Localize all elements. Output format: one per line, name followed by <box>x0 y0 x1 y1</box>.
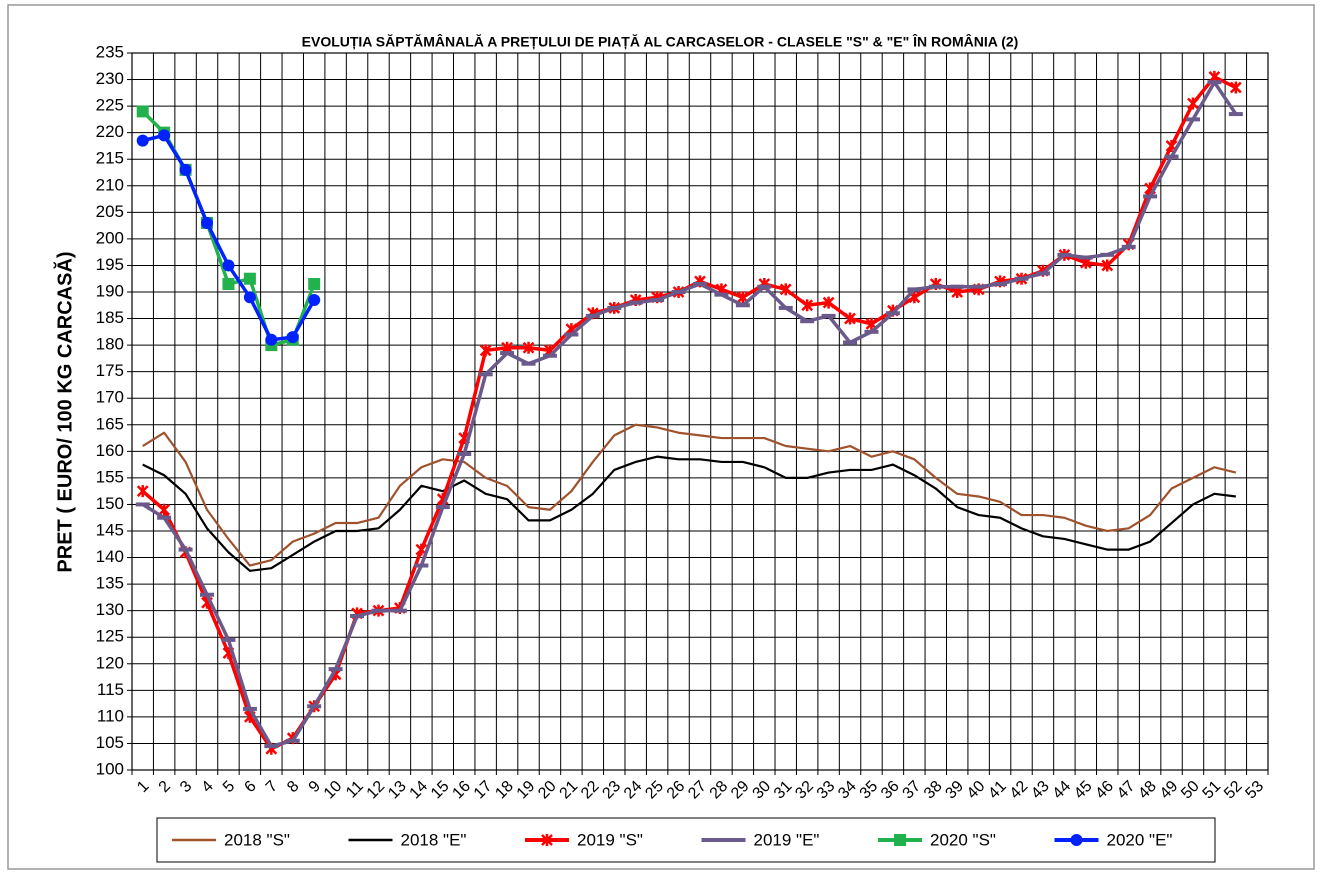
data-point <box>243 272 256 285</box>
legend-box <box>156 817 1216 863</box>
legend-label: 2018 "S" <box>224 830 290 849</box>
data-point <box>222 278 235 291</box>
series-line <box>142 423 1237 567</box>
legend-marker <box>1070 834 1083 846</box>
data-point <box>522 341 535 354</box>
data-point <box>286 331 299 344</box>
y-tick-label: 145 <box>96 520 124 539</box>
series-line <box>141 80 1238 748</box>
data-point <box>1101 259 1114 272</box>
y-tick-label: 205 <box>96 202 124 221</box>
data-point <box>779 283 792 296</box>
y-tick-label: 130 <box>96 600 124 619</box>
y-tick-label: 160 <box>96 441 124 460</box>
y-tick-label: 140 <box>96 547 124 566</box>
legend-marker <box>894 834 906 846</box>
data-point <box>265 333 278 346</box>
data-point <box>308 278 321 291</box>
y-axis-title: PRET ( EURO/ 100 KG CARCASĂ) <box>53 251 76 572</box>
series-line <box>142 455 1236 572</box>
data-point <box>158 129 171 142</box>
y-tick-label: 210 <box>96 175 124 194</box>
y-tick-label: 180 <box>96 335 124 354</box>
y-tick-label: 215 <box>96 149 124 168</box>
data-point <box>136 485 149 498</box>
y-tick-label: 155 <box>96 467 124 486</box>
y-tick-label: 235 <box>96 42 124 61</box>
legend-label: 2018 "E" <box>401 830 467 849</box>
legend-label: 2019 "E" <box>754 830 820 849</box>
legend-marker <box>541 834 553 846</box>
legend-label: 2020 "S" <box>930 830 996 849</box>
data-point <box>801 299 814 312</box>
y-tick-label: 100 <box>96 759 124 778</box>
y-tick-label: 185 <box>96 308 124 327</box>
data-point <box>243 291 256 304</box>
data-point <box>1229 81 1242 94</box>
y-tick-label: 170 <box>96 388 124 407</box>
data-point <box>179 163 192 176</box>
data-point <box>1187 97 1199 110</box>
data-point <box>201 216 214 229</box>
data-point <box>308 293 321 306</box>
y-tick-label: 165 <box>96 414 124 433</box>
y-tick-label: 125 <box>96 627 124 646</box>
data-point <box>844 312 856 325</box>
y-tick-label: 120 <box>96 653 124 672</box>
y-tick-label: 175 <box>96 361 124 380</box>
y-tick-label: 190 <box>96 281 124 300</box>
y-tick-label: 220 <box>96 122 124 141</box>
data-point <box>158 503 171 516</box>
y-tick-label: 115 <box>97 680 124 699</box>
y-tick-label: 225 <box>96 96 124 115</box>
legend-label: 2019 "S" <box>577 830 643 849</box>
y-tick-label: 105 <box>96 733 124 752</box>
y-tick-label: 230 <box>96 69 124 88</box>
data-point <box>822 296 835 309</box>
data-point <box>222 259 235 272</box>
data-point <box>136 105 149 118</box>
chart-title: EVOLUȚIA SĂPTĂMÂNALĂ A PREȚULUI DE PIAȚĂ… <box>302 33 1019 50</box>
data-point <box>479 344 492 357</box>
y-tick-label: 200 <box>96 228 124 247</box>
data-point <box>136 134 149 147</box>
plot-border <box>131 52 1269 771</box>
y-tick-label: 195 <box>96 255 124 274</box>
y-tick-label: 135 <box>96 574 124 593</box>
legend-label: 2020 "E" <box>1107 830 1173 849</box>
y-tick-label: 150 <box>96 494 124 513</box>
y-tick-label: 110 <box>97 706 124 725</box>
